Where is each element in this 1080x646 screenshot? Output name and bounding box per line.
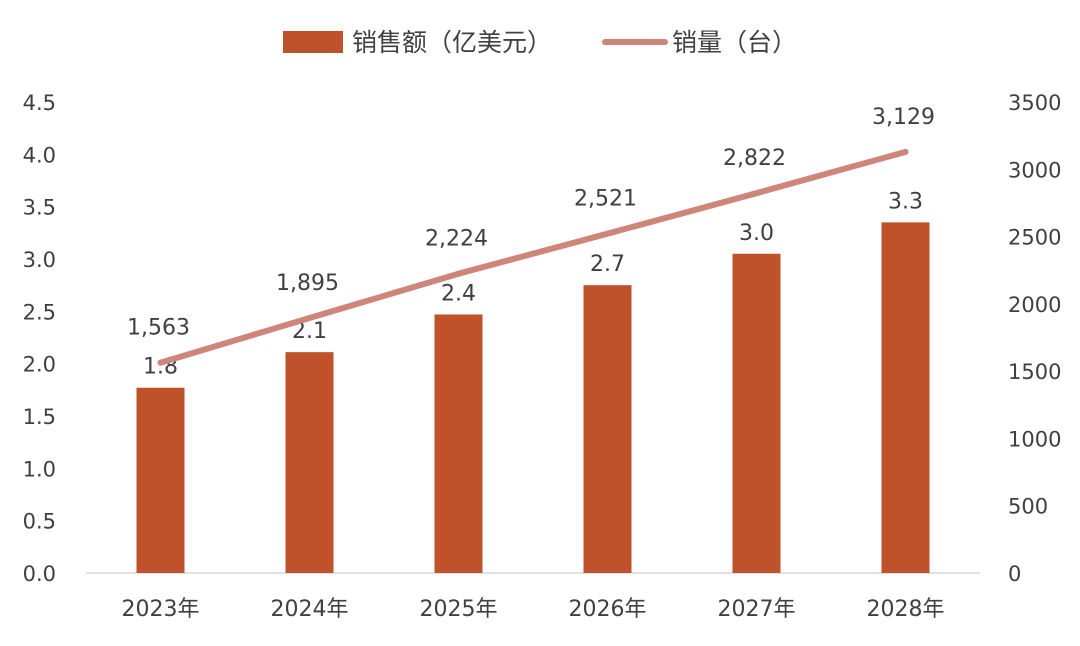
x-tick-label: 2023年 [122,597,200,622]
x-tick-label: 2028年 [867,597,945,622]
bar-data-label: 2.4 [441,281,476,306]
x-tick-label: 2025年 [420,597,498,622]
left-tick-label: 4.5 [23,91,56,115]
right-tick-label: 2500 [1008,226,1061,250]
left-tick-label: 1.0 [23,457,56,481]
bar [136,387,185,573]
line-data-label: 2,521 [574,187,637,212]
line-point [455,270,462,277]
x-tick-label: 2027年 [718,597,796,622]
line-data-label: 1,895 [276,271,339,296]
legend-bar-label: 销售额（亿美元） [352,28,552,57]
right-tick-label: 0 [1008,562,1021,586]
left-tick-label: 3.0 [23,248,56,272]
line-point [902,148,909,155]
line-data-label: 3,129 [872,105,935,130]
left-axis: 0.0 0.5 1.0 1.5 2.0 2.5 3.0 3.5 4.0 4.5 [23,91,56,586]
right-tick-label: 1000 [1008,427,1061,451]
right-axis: 0 500 1000 1500 2000 2500 3000 3500 [1008,91,1061,586]
line-point [157,359,164,366]
line-point [753,190,760,197]
right-tick-label: 3000 [1008,158,1061,182]
x-tick-label: 2026年 [569,597,647,622]
sales-volume-line [157,148,909,366]
left-tick-label: 0.5 [23,510,56,534]
right-tick-label: 2000 [1008,293,1061,317]
bar [732,253,781,573]
line-point [306,314,313,321]
legend-bar-swatch [283,31,343,53]
bar-data-label: 3.0 [739,221,774,246]
bar-data-label: 2.7 [590,252,625,277]
bar-data-label: 3.3 [888,189,923,214]
line-data-label: 2,224 [425,227,488,252]
left-tick-label: 2.0 [23,353,56,377]
bar [285,352,334,573]
line-point [604,230,611,237]
right-tick-label: 500 [1008,495,1048,519]
left-tick-label: 1.5 [23,405,56,429]
bar [583,285,632,573]
left-tick-label: 0.0 [23,562,56,586]
legend-line-label: 销量（台） [672,28,797,57]
right-tick-label: 1500 [1008,360,1061,384]
bar [881,222,930,573]
line-data-label: 2,822 [723,146,786,171]
left-tick-label: 2.5 [23,300,56,324]
right-tick-label: 3500 [1008,91,1061,115]
line-series: 1,563 1,895 2,224 2,521 2,822 3,129 [127,105,935,366]
left-tick-label: 4.0 [23,143,56,167]
legend: 销售额（亿美元） 销量（台） [283,28,797,57]
x-axis-labels: 2023年 2024年 2025年 2026年 2027年 2028年 [122,597,945,622]
x-tick-label: 2024年 [271,597,349,622]
line-data-label: 1,563 [127,316,190,341]
bar-series: 1.82.12.42.73.03.3 [136,189,930,573]
bar [434,314,483,573]
left-tick-label: 3.5 [23,196,56,220]
